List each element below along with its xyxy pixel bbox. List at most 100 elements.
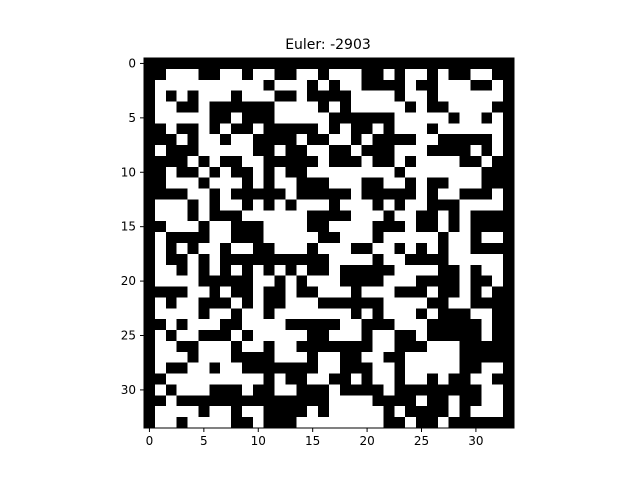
- chart-title: Euler: -2903: [285, 37, 371, 53]
- heatmap-cell: [144, 253, 156, 266]
- heatmap-cell: [448, 340, 460, 353]
- heatmap-cell: [448, 90, 460, 102]
- heatmap-cell: [231, 134, 243, 146]
- heatmap-cell: [285, 319, 297, 331]
- heatmap-cell: [394, 145, 406, 157]
- heatmap-cell: [263, 330, 275, 342]
- heatmap-cell: [470, 166, 482, 179]
- heatmap-cell: [372, 177, 384, 189]
- heatmap-cell: [307, 232, 319, 244]
- heatmap-cell: [459, 221, 471, 233]
- heatmap-cell: [416, 101, 428, 113]
- heatmap-cell: [220, 253, 232, 266]
- heatmap-cell: [176, 210, 188, 222]
- heatmap-cell: [231, 199, 243, 211]
- heatmap-cell: [492, 232, 504, 244]
- heatmap-cell: [426, 232, 439, 244]
- heatmap-cell: [405, 221, 417, 233]
- heatmap-cell: [220, 134, 232, 146]
- heatmap-cell: [296, 188, 308, 200]
- heatmap-cell: [296, 351, 308, 364]
- heatmap-cell: [361, 406, 373, 418]
- heatmap-cell: [318, 406, 330, 418]
- heatmap-cell: [263, 123, 275, 135]
- heatmap-cell: [492, 221, 504, 233]
- heatmap-cell: [350, 101, 363, 113]
- heatmap-cell: [241, 243, 254, 255]
- heatmap-cell: [361, 166, 373, 179]
- heatmap-cell: [176, 330, 188, 342]
- heatmap-cell: [383, 264, 395, 277]
- heatmap-cell: [503, 351, 515, 364]
- heatmap-cell: [241, 330, 254, 342]
- heatmap-cell: [405, 253, 417, 266]
- heatmap-cell: [187, 275, 199, 287]
- heatmap-cell: [274, 112, 286, 124]
- heatmap-cell: [361, 210, 373, 222]
- x-tick-label: 20: [359, 434, 374, 448]
- heatmap-cell: [329, 58, 341, 70]
- heatmap-cell: [220, 68, 232, 81]
- heatmap-cell: [470, 351, 482, 364]
- heatmap-cell: [372, 384, 384, 396]
- heatmap-cell: [176, 362, 188, 374]
- heatmap-cell: [231, 417, 243, 429]
- heatmap-cell: [492, 155, 504, 168]
- heatmap-cell: [187, 351, 199, 364]
- heatmap-cell: [187, 406, 199, 418]
- heatmap-cell: [492, 166, 504, 179]
- heatmap-cell: [394, 417, 406, 429]
- heatmap-cell: [209, 155, 221, 168]
- heatmap-cell: [503, 417, 515, 429]
- heatmap-cell: [285, 297, 297, 309]
- heatmap-cell: [252, 373, 265, 385]
- heatmap-cell: [492, 134, 504, 146]
- heatmap-cell: [187, 101, 199, 113]
- heatmap-cell: [350, 243, 363, 255]
- heatmap-cell: [459, 384, 471, 396]
- heatmap-cell: [503, 384, 515, 396]
- heatmap-cell: [459, 166, 471, 179]
- heatmap-cell: [405, 199, 417, 211]
- heatmap-cell: [176, 68, 188, 81]
- heatmap-cell: [176, 417, 188, 429]
- heatmap-cell: [165, 232, 178, 244]
- heatmap-cell: [350, 253, 363, 266]
- heatmap-cell: [165, 319, 178, 331]
- heatmap-cell: [372, 210, 384, 222]
- heatmap-cell: [329, 79, 341, 92]
- heatmap-cell: [285, 134, 297, 146]
- heatmap-cell: [285, 417, 297, 429]
- heatmap-cell: [416, 112, 428, 124]
- heatmap-cell: [405, 145, 417, 157]
- heatmap-cell: [329, 253, 341, 266]
- heatmap-cell: [318, 112, 330, 124]
- heatmap-cell: [329, 188, 341, 200]
- heatmap-cell: [231, 79, 243, 92]
- heatmap-cell: [187, 90, 199, 102]
- heatmap-cell: [307, 112, 319, 124]
- heatmap-cell: [416, 330, 428, 342]
- heatmap-cell: [437, 90, 450, 102]
- heatmap-cell: [252, 319, 265, 331]
- heatmap-cell: [198, 297, 210, 309]
- heatmap-cell: [383, 155, 395, 168]
- heatmap-cell: [448, 79, 460, 92]
- heatmap-cell: [231, 406, 243, 418]
- heatmap-cell: [426, 155, 439, 168]
- heatmap-cell: [231, 362, 243, 374]
- heatmap-cell: [154, 177, 167, 189]
- heatmap-cell: [307, 395, 319, 407]
- heatmap-cell: [361, 351, 373, 364]
- heatmap-cell: [209, 58, 221, 70]
- heatmap-cell: [426, 112, 439, 124]
- heatmap-cell: [285, 79, 297, 92]
- heatmap-cell: [241, 79, 254, 92]
- heatmap-cell: [274, 286, 286, 298]
- heatmap-cell: [241, 177, 254, 189]
- heatmap-cell: [252, 221, 265, 233]
- heatmap-cell: [492, 362, 504, 374]
- heatmap-cell: [231, 264, 243, 277]
- heatmap-cell: [416, 155, 428, 168]
- heatmap-cell: [416, 90, 428, 102]
